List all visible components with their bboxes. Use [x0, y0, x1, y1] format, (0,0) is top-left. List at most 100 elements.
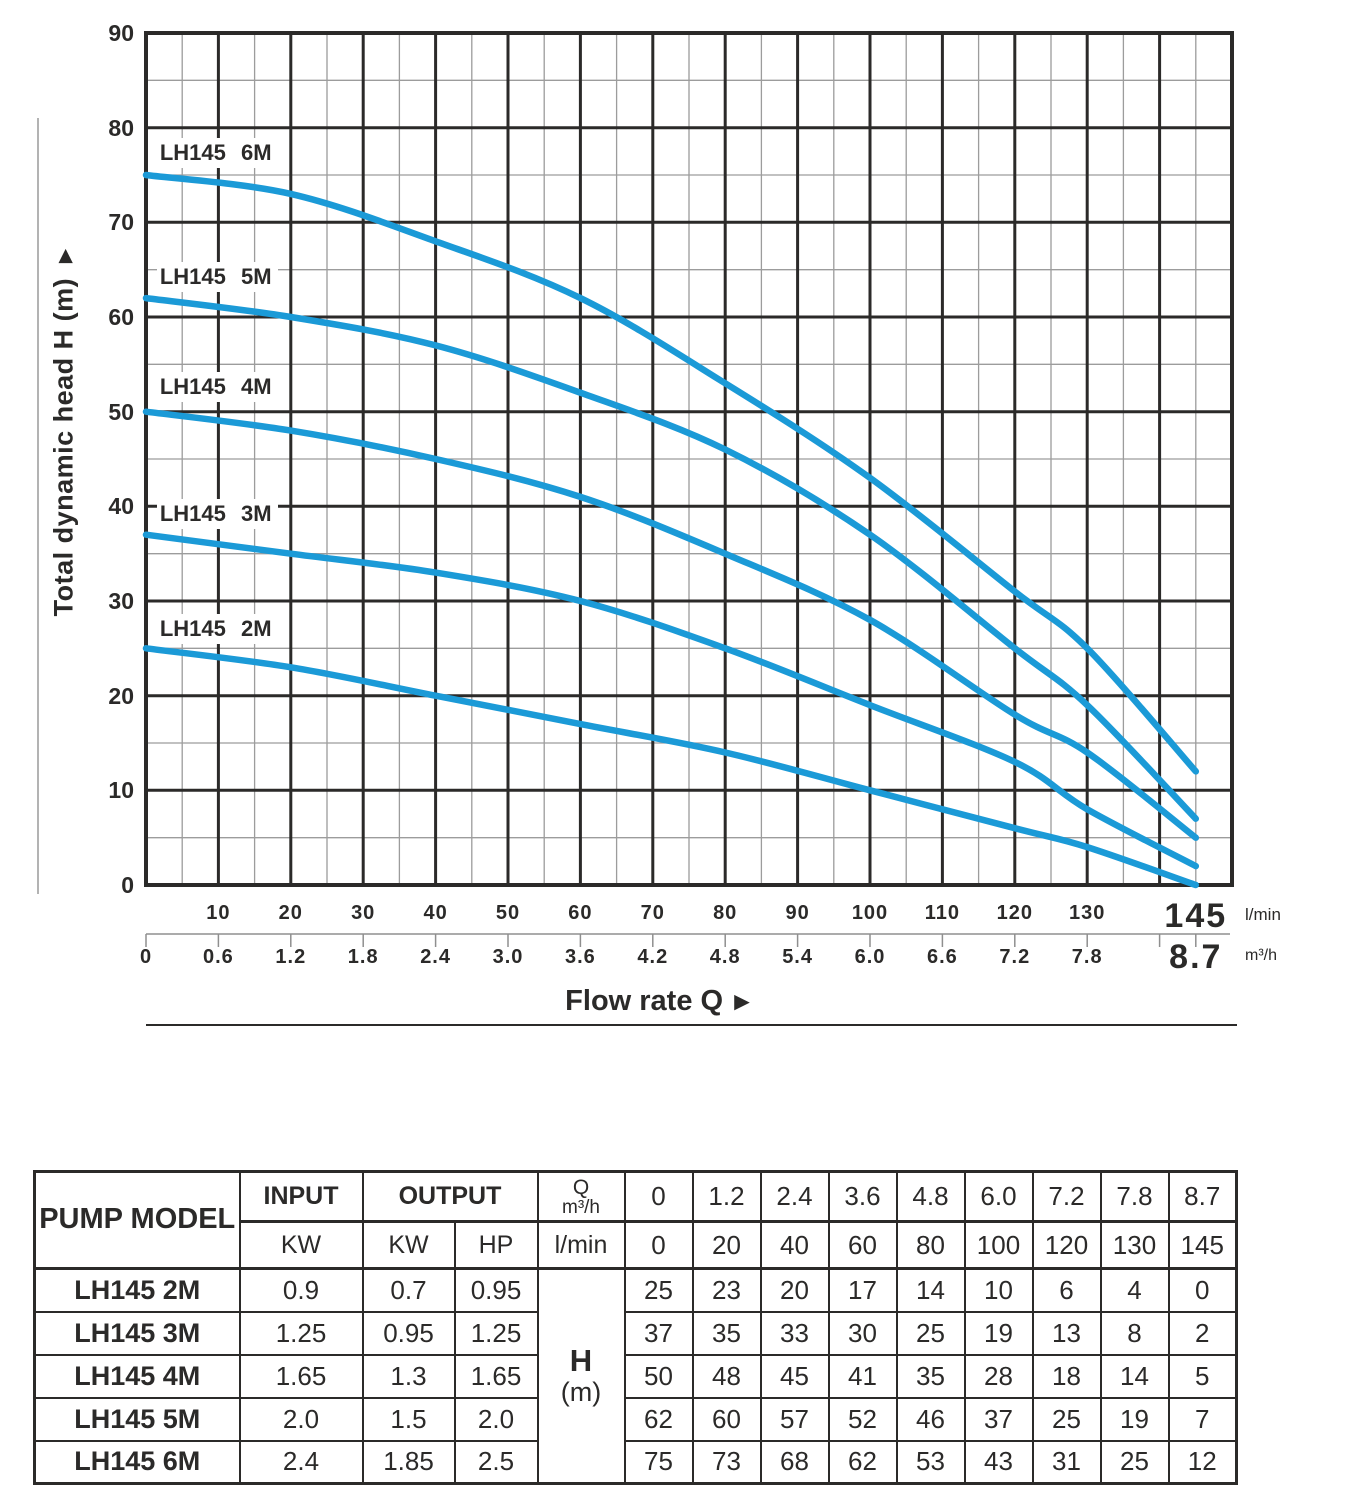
x-tick-lmin-label: 110 [924, 902, 961, 924]
x-axis-title-text: Flow rate Q [565, 985, 724, 1017]
y-tick-label: 40 [108, 493, 134, 520]
head-value-cell: 20 [759, 1267, 830, 1313]
y-axis-title-text: Total dynamic head H (m) [48, 277, 79, 617]
head-value-cell: 60 [691, 1396, 762, 1442]
header-q-lmin-value: 120 [1031, 1220, 1102, 1270]
head-value-cell: 57 [759, 1396, 830, 1442]
y-tick-label: 30 [108, 588, 134, 614]
x-axis-title: Flow rate Q ► [565, 985, 755, 1018]
output-kw-cell: 0.7 [361, 1267, 456, 1313]
head-value-cell: 43 [963, 1439, 1034, 1485]
head-value-cell: 0 [1167, 1267, 1238, 1313]
output-hp-cell: 2.0 [453, 1396, 539, 1442]
x-tick-lmin-label: 20 [278, 902, 303, 924]
header-q-lmin-value: 100 [963, 1220, 1034, 1270]
curve-label: LH145 6M [156, 138, 278, 169]
header-q-lmin-value: 0 [623, 1220, 694, 1270]
output-hp-cell: 1.65 [453, 1353, 539, 1399]
y-tick-label: 90 [108, 20, 134, 46]
head-value-cell: 10 [963, 1267, 1034, 1313]
header-input: INPUT [238, 1170, 364, 1223]
head-value-cell: 50 [623, 1353, 694, 1399]
head-value-cell: 73 [691, 1439, 762, 1485]
head-value-cell: 25 [895, 1310, 966, 1356]
header-q-m3h-value: 4.8 [895, 1170, 966, 1223]
header-q-m3h-value: 6.0 [963, 1170, 1034, 1223]
table-body: LH145 2M 0.9 0.7 0.95 H (m) 25 23 20 17 14 10 6 4 0 LH1… [33, 1267, 1238, 1485]
x-tick-lmin-label: 50 [495, 902, 521, 924]
x-tick-m3h-label: 0 [139, 946, 153, 968]
output-kw-cell: 1.5 [361, 1396, 456, 1442]
header-q-lmin-value: 60 [827, 1220, 898, 1270]
curve-label: LH145 4M [156, 372, 278, 403]
head-value-cell: 7 [1167, 1396, 1238, 1442]
output-kw-cell: 1.85 [361, 1439, 456, 1485]
head-value-cell: 46 [895, 1396, 966, 1442]
head-value-cell: 68 [759, 1439, 830, 1485]
h-unit: (m) [560, 1377, 602, 1408]
x-axis-unit-m3h: m³/h [1245, 947, 1277, 964]
chart-labels-layer: 90 80 70 60 50 40 30 20 10 0 10 20 30 40 50 60 70 80 90 100… [108, 20, 1225, 976]
head-value-cell: 41 [827, 1353, 898, 1399]
head-value-cell: 19 [1099, 1396, 1170, 1442]
x-tick-m3h-label: 6.0 [854, 946, 886, 968]
head-value-cell: 28 [963, 1353, 1034, 1399]
x-tick-m3h-label: 2.4 [420, 946, 451, 968]
head-value-cell: 35 [895, 1353, 966, 1399]
h-symbol: H [569, 1343, 593, 1379]
input-kw-cell: 2.4 [238, 1439, 364, 1485]
x-axis-unit-lmin: l/min [1245, 905, 1281, 924]
y-tick-label: 0 [121, 872, 134, 898]
y-tick-label: 70 [108, 209, 134, 236]
head-value-cell: 53 [895, 1439, 966, 1485]
header-q-m3h-value: 3.6 [827, 1170, 898, 1223]
head-value-cell: 48 [691, 1353, 762, 1399]
head-value-cell: 25 [1031, 1396, 1102, 1442]
header-q-m3h-value: 7.2 [1031, 1170, 1102, 1223]
x-tick-lmin-label: 80 [713, 902, 738, 924]
header-q-m3h-value: 8.7 [1167, 1170, 1238, 1223]
right-arrow-icon: ► [729, 986, 755, 1016]
head-value-cell: 45 [759, 1353, 830, 1399]
x-tick-lmin-label: 60 [568, 902, 593, 924]
q-unit: m³/h [562, 1197, 600, 1219]
table-row: LH145 5M 2.0 1.5 2.0 62 60 57 52 46 37 25 19 7 [33, 1396, 1238, 1442]
x-tick-m3h-label: 1.2 [275, 946, 307, 968]
pump-model-cell: LH145 6M [33, 1439, 241, 1485]
curve-label: LH145 2M [156, 614, 278, 645]
curve-lh145-2m [142, 645, 1200, 889]
head-value-cell: 62 [827, 1439, 898, 1485]
header-q-m3h-value: 7.8 [1099, 1170, 1170, 1223]
x-tick-lmin-label: 90 [785, 902, 810, 924]
output-kw-cell: 0.95 [361, 1310, 456, 1356]
x-tick-lmin-label: 100 [851, 902, 889, 924]
header-q-lmin-value: 130 [1099, 1220, 1170, 1270]
head-value-cell: 25 [1099, 1439, 1170, 1485]
x-tick-m3h-label: 4.8 [709, 946, 741, 968]
head-value-cell: 4 [1099, 1267, 1170, 1313]
head-value-cell: 75 [623, 1439, 694, 1485]
x-axis-ruler [145, 933, 1230, 947]
up-arrow-icon: ► [51, 243, 79, 268]
header-input-kw: KW [238, 1220, 364, 1270]
q-symbol: Q [572, 1176, 590, 1200]
pump-model-cell: LH145 2M [33, 1267, 241, 1313]
head-value-cell: 30 [827, 1310, 898, 1356]
header-q-m3h-value: 2.4 [759, 1170, 830, 1223]
output-hp-cell: 2.5 [453, 1439, 539, 1485]
head-value-cell: 13 [1031, 1310, 1102, 1356]
curve-lh145-3m [142, 531, 1200, 870]
head-value-cell: 6 [1031, 1267, 1102, 1313]
head-value-cell: 62 [623, 1396, 694, 1442]
x-tick-m3h-max-label: 8.7 [1169, 938, 1223, 976]
output-hp-cell: 0.95 [453, 1267, 539, 1313]
header-output: OUTPUT [361, 1170, 539, 1223]
plot-border [144, 31, 1234, 887]
table-row: LH145 4M 1.65 1.3 1.65 50 48 45 41 35 28 18 14 5 [33, 1353, 1238, 1399]
output-hp-cell: 1.25 [453, 1310, 539, 1356]
input-kw-cell: 1.65 [238, 1353, 364, 1399]
x-tick-lmin-label: 40 [423, 902, 448, 924]
head-value-cell: 8 [1099, 1310, 1170, 1356]
head-value-cell: 37 [963, 1396, 1034, 1442]
